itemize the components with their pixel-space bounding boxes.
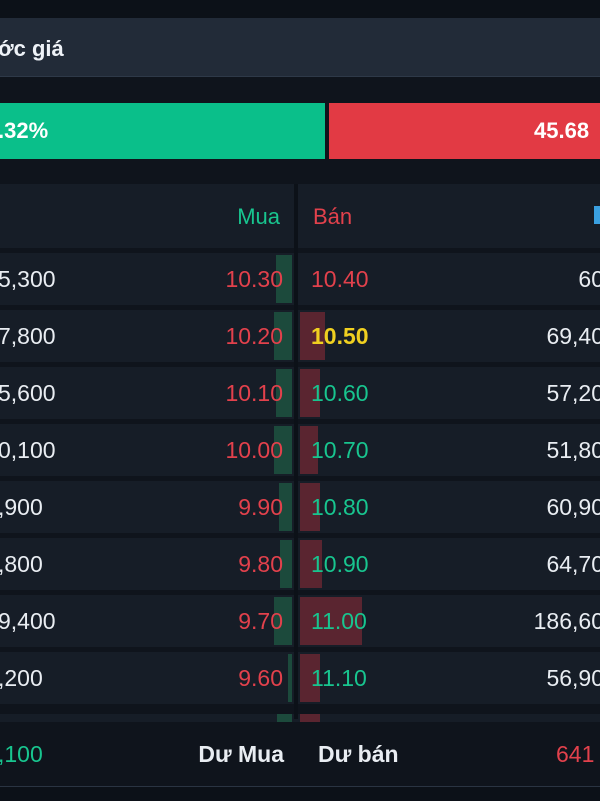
sell-ratio-bar: 45.68 <box>329 103 600 159</box>
buy-depth-bar <box>277 714 292 722</box>
order-book-row[interactable]: 9,400 9.70 11.00 186,60 <box>0 595 600 647</box>
buy-price[interactable]: 10.30 <box>225 266 283 292</box>
sell-depth-bar <box>300 426 318 474</box>
sell-depth-bar <box>300 540 322 588</box>
sell-price[interactable]: 10.60 <box>311 380 369 406</box>
sell-ratio-label: 45.68 <box>534 118 590 143</box>
buy-depth-bar <box>280 540 292 588</box>
order-book-row[interactable]: ,800 9.80 10.90 64,70 <box>0 538 600 590</box>
sell-volume: 60 <box>578 266 600 292</box>
sell-depth-bar <box>300 483 320 531</box>
buy-volume: 5,600 <box>0 380 56 406</box>
sell-depth-bar <box>300 714 320 722</box>
sell-volume: 60,90 <box>546 494 600 520</box>
buy-depth-bar <box>274 597 292 645</box>
sell-price[interactable]: 10.50 <box>311 323 369 349</box>
order-book-row[interactable]: ,900 9.90 10.80 60,90 <box>0 481 600 533</box>
buy-price[interactable]: 9.70 <box>238 608 283 634</box>
panel-header: ớc giá <box>0 18 600 77</box>
sell-price[interactable]: 10.80 <box>311 494 369 520</box>
sell-depth-bar <box>300 654 320 702</box>
buy-depth-bar <box>274 426 292 474</box>
buy-price[interactable]: 10.00 <box>225 437 283 463</box>
order-book-column-header: Mua Bán <box>0 184 600 248</box>
buy-volume: ,200 <box>0 665 43 691</box>
sell-volume: 69,40 <box>546 323 600 349</box>
buy-surplus-label: Dư Mua <box>198 741 284 767</box>
sell-volume: 186,60 <box>533 608 600 634</box>
order-book-row[interactable]: 5,600 10.10 10.60 57,20 <box>0 367 600 419</box>
column-header-clipped-marker <box>594 206 600 224</box>
buy-volume: 0,100 <box>0 437 56 463</box>
buy-column-label: Mua <box>237 204 280 229</box>
sell-depth-bar <box>300 369 320 417</box>
buy-price[interactable]: 9.60 <box>238 665 283 691</box>
bottom-strip <box>0 786 600 801</box>
buy-depth-bar <box>279 483 292 531</box>
sell-volume: 56,90 <box>546 665 600 691</box>
sell-price[interactable]: 10.70 <box>311 437 369 463</box>
buy-price[interactable]: 10.10 <box>225 380 283 406</box>
buy-volume: 5,300 <box>0 266 56 292</box>
sell-price[interactable]: 11.10 <box>311 665 367 691</box>
sell-depth-bar <box>300 597 362 645</box>
order-book-row[interactable]: ,200 9.60 11.10 56,90 <box>0 652 600 704</box>
sell-price[interactable]: 10.90 <box>311 551 369 577</box>
sell-price[interactable]: 11.00 <box>311 608 367 634</box>
sell-volume: 51,80 <box>546 437 600 463</box>
buy-ratio-bar: .32% <box>0 103 325 159</box>
buy-ratio-label: .32% <box>0 118 49 143</box>
buy-price[interactable]: 9.80 <box>238 551 283 577</box>
buy-depth-bar <box>274 312 292 360</box>
buy-depth-bar <box>288 654 292 702</box>
total-sell-volume: 641 <box>556 741 595 767</box>
buy-price[interactable]: 9.90 <box>238 494 283 520</box>
order-book-row[interactable]: 7,800 10.20 10.50 69,40 <box>0 310 600 362</box>
total-buy-volume: ,100 <box>0 741 43 767</box>
buy-volume: 9,400 <box>0 608 56 634</box>
buy-volume: ,900 <box>0 494 43 520</box>
sell-volume: 57,20 <box>546 380 600 406</box>
column-divider <box>294 184 298 719</box>
order-book-row-clipped <box>0 714 600 722</box>
order-book-row[interactable]: 0,100 10.00 10.70 51,80 <box>0 424 600 476</box>
buy-volume: 7,800 <box>0 323 56 349</box>
order-book-row[interactable]: 5,300 10.30 10.40 60 <box>0 253 600 305</box>
panel-title: ớc giá <box>0 36 64 61</box>
order-book-footer: ,100 Dư Mua Dư bán 641 <box>0 724 600 780</box>
buy-volume: ,800 <box>0 551 43 577</box>
sell-price[interactable]: 10.40 <box>311 266 369 292</box>
sell-surplus-label: Dư bán <box>318 741 399 767</box>
top-strip <box>0 0 600 18</box>
buy-depth-bar <box>276 255 292 303</box>
sell-column-label: Bán <box>313 204 353 229</box>
sell-volume: 64,70 <box>546 551 600 577</box>
sell-depth-bar <box>300 312 325 360</box>
buy-depth-bar <box>276 369 292 417</box>
buy-price[interactable]: 10.20 <box>225 323 283 349</box>
